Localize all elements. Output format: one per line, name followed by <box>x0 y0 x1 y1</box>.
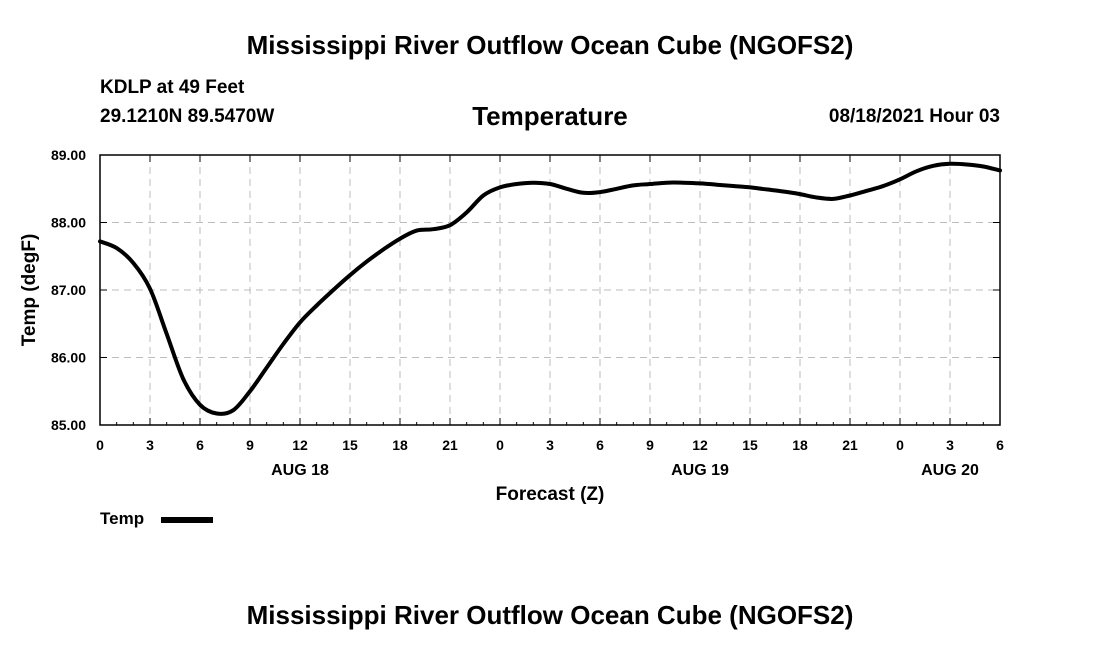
x-tick-label: 21 <box>442 437 458 453</box>
temp-series-line <box>98 161 1002 416</box>
x-tick-label: 15 <box>342 437 358 453</box>
x-tick-label: 18 <box>792 437 808 453</box>
x-tick-label: 6 <box>996 437 1004 453</box>
x-tick-label: 18 <box>392 437 408 453</box>
main-title: Mississippi River Outflow Ocean Cube (NG… <box>246 30 854 60</box>
x-tick-label: 3 <box>146 437 154 453</box>
date-label: AUG 18 <box>271 462 329 479</box>
coordinates-label: 29.1210N 89.5470W <box>100 106 275 127</box>
y-tick-label: 87.00 <box>51 282 86 298</box>
footer-title: Mississippi River Outflow Ocean Cube (NG… <box>246 600 854 630</box>
legend-label: Temp <box>100 509 145 528</box>
x-axis-title: Forecast (Z) <box>496 484 605 505</box>
x-tick-label: 0 <box>96 437 104 453</box>
legend-line-swatch <box>161 517 213 523</box>
x-tick-label: 12 <box>692 437 708 453</box>
x-tick-label: 0 <box>496 437 504 453</box>
x-tick-label: 6 <box>196 437 204 453</box>
x-tick-label: 3 <box>946 437 954 453</box>
y-axis-title: Temp (degF) <box>19 234 40 347</box>
datetime-label: 08/18/2021 Hour 03 <box>828 106 1000 127</box>
y-tick-label: 85.00 <box>51 417 86 433</box>
x-tick-label: 9 <box>646 437 654 453</box>
y-tick-label: 89.00 <box>51 147 86 163</box>
station-label: KDLP at 49 Feet <box>100 77 245 98</box>
chart-subtitle: Temperature <box>472 101 628 131</box>
x-tick-label: 15 <box>742 437 758 453</box>
date-label: AUG 19 <box>671 462 729 479</box>
x-tick-label: 3 <box>546 437 554 453</box>
x-tick-label: 12 <box>292 437 308 453</box>
x-tick-label: 0 <box>896 437 904 453</box>
y-tick-label: 86.00 <box>51 350 86 366</box>
x-tick-label: 21 <box>842 437 858 453</box>
date-label: AUG 20 <box>921 462 979 479</box>
x-tick-label: 6 <box>596 437 604 453</box>
x-tick-label: 9 <box>246 437 254 453</box>
y-tick-label: 88.00 <box>51 215 86 231</box>
